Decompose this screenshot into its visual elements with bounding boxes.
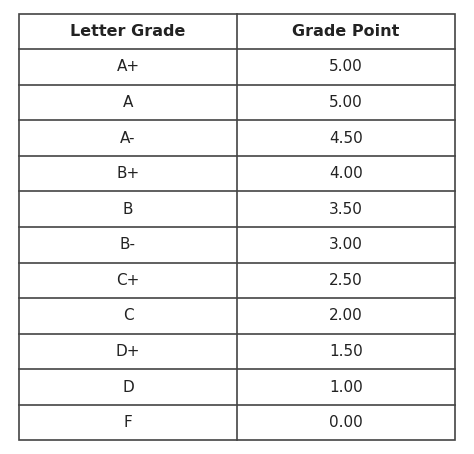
Text: C: C <box>123 308 133 323</box>
Text: D+: D+ <box>116 344 140 359</box>
Text: 3.00: 3.00 <box>329 237 363 252</box>
Text: 2.50: 2.50 <box>329 273 363 288</box>
Text: 5.00: 5.00 <box>329 95 363 110</box>
Text: C+: C+ <box>116 273 140 288</box>
Text: D: D <box>122 380 134 395</box>
Text: 4.00: 4.00 <box>329 166 363 181</box>
Text: Letter Grade: Letter Grade <box>70 24 186 39</box>
Text: 1.50: 1.50 <box>329 344 363 359</box>
Text: B-: B- <box>120 237 136 252</box>
Text: 0.00: 0.00 <box>329 415 363 430</box>
Text: Grade Point: Grade Point <box>292 24 400 39</box>
Text: A+: A+ <box>117 59 139 74</box>
Text: A: A <box>123 95 133 110</box>
Text: B+: B+ <box>116 166 140 181</box>
Text: 5.00: 5.00 <box>329 59 363 74</box>
Text: A-: A- <box>120 131 136 146</box>
Text: B: B <box>123 202 133 217</box>
Text: 3.50: 3.50 <box>329 202 363 217</box>
Text: 4.50: 4.50 <box>329 131 363 146</box>
Text: 2.00: 2.00 <box>329 308 363 323</box>
Text: F: F <box>124 415 132 430</box>
Text: 1.00: 1.00 <box>329 380 363 395</box>
